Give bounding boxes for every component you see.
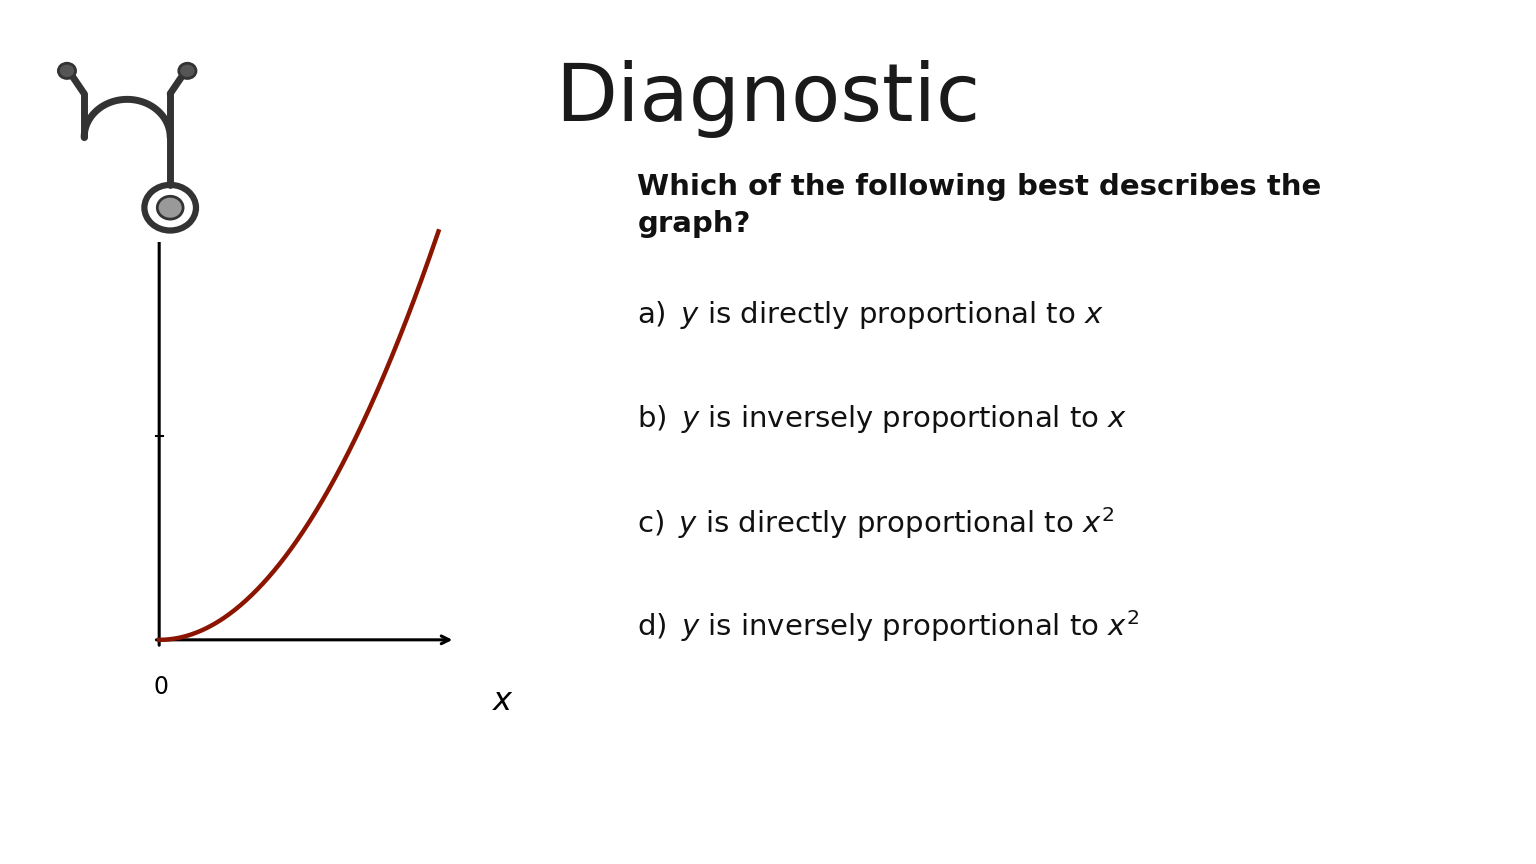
Text: c) $y$ is directly proportional to $x^2$: c) $y$ is directly proportional to $x^2$: [637, 505, 1114, 541]
Text: Diagnostic: Diagnostic: [556, 60, 980, 138]
Text: Which of the following best describes the
graph?: Which of the following best describes th…: [637, 173, 1321, 238]
Text: d) $y$ is inversely proportional to $x^2$: d) $y$ is inversely proportional to $x^2…: [637, 608, 1140, 645]
Text: 0: 0: [154, 675, 169, 699]
Circle shape: [157, 196, 183, 219]
Circle shape: [58, 63, 75, 79]
Text: $x$: $x$: [492, 686, 513, 717]
Text: a) $y$ is directly proportional to $x$: a) $y$ is directly proportional to $x$: [637, 299, 1104, 332]
Text: b) $y$ is inversely proportional to $x$: b) $y$ is inversely proportional to $x$: [637, 403, 1127, 435]
Text: $y$: $y$: [127, 123, 149, 154]
Circle shape: [178, 63, 197, 79]
